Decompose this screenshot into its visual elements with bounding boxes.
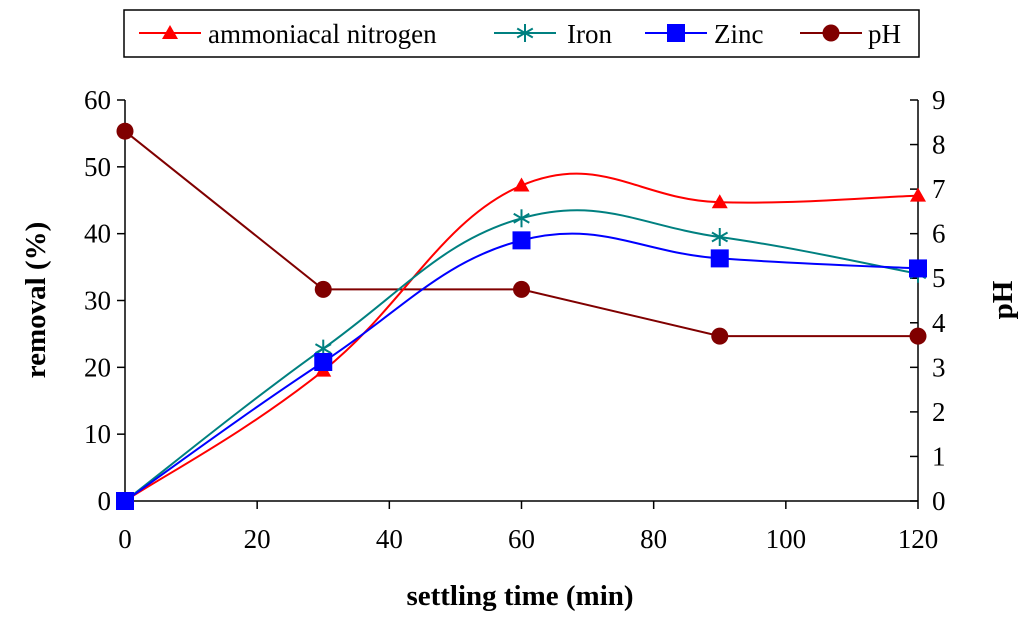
legend-label-iron: Iron	[567, 19, 612, 49]
series-area	[116, 122, 927, 510]
y2-tick-label: 7	[932, 174, 946, 204]
y-tick-label: 50	[84, 152, 111, 182]
legend-marker-zinc	[667, 24, 685, 42]
data-point-ammoniacal-nitrogen	[711, 194, 728, 209]
y2-tick-label: 0	[932, 486, 946, 516]
data-point-ph	[909, 327, 927, 345]
legend-label-zinc: Zinc	[714, 19, 763, 49]
x-axis-title: settling time (min)	[406, 580, 633, 612]
x-tick-label: 120	[898, 524, 939, 554]
x-tick-label: 20	[244, 524, 271, 554]
y-tick-label: 60	[84, 85, 111, 115]
data-point-iron	[711, 228, 729, 247]
y2-tick-label: 1	[932, 441, 946, 471]
data-point-zinc	[116, 492, 134, 510]
data-point-zinc	[710, 249, 729, 268]
x-tick-label: 100	[766, 524, 807, 554]
y2-tick-label: 4	[932, 308, 946, 338]
y-tick-label: 40	[84, 219, 111, 249]
data-point-ph	[116, 122, 134, 140]
data-point-ammoniacal-nitrogen	[910, 187, 926, 202]
y2-tick-label: 9	[932, 85, 946, 115]
y2-tick-label: 5	[932, 263, 946, 293]
x-tick-label: 60	[508, 524, 535, 554]
series-line-zinc	[124, 232, 919, 502]
y-tick-label: 10	[84, 419, 111, 449]
legend-marker-iron	[516, 24, 534, 42]
data-point-zinc	[512, 231, 531, 250]
series-line-iron	[124, 209, 919, 502]
y2-tick-label: 6	[932, 219, 946, 249]
y-tick-label: 30	[84, 286, 111, 316]
y-tick-label: 0	[98, 486, 112, 516]
data-point-iron	[513, 209, 530, 228]
x-tick-label: 80	[640, 524, 667, 554]
legend-label-ph: pH	[868, 19, 901, 49]
y2-tick-label: 2	[932, 397, 946, 427]
data-point-ammoniacal-nitrogen	[513, 177, 530, 192]
x-tick-label: 40	[376, 524, 403, 554]
legend-marker-ph	[822, 24, 840, 42]
legend: ammoniacal nitrogen Iron Zinc pH	[123, 9, 920, 58]
data-point-zinc	[314, 352, 333, 371]
x-tick-label: 0	[118, 524, 132, 554]
axes: 0 10 20 30 40 50 60 0 1 2 3 4 5 6 7 8 9 0 20 40 60 80 100 120	[84, 85, 946, 554]
data-point-zinc	[909, 259, 927, 278]
legend-label-ammoniacal-nitrogen: ammoniacal nitrogen	[208, 19, 437, 49]
legend-marker-ammoniacal-nitrogen	[162, 25, 178, 39]
data-point-ph	[711, 327, 729, 345]
data-point-ph	[314, 280, 332, 298]
y2-tick-label: 3	[932, 352, 946, 382]
y2-tick-label: 8	[932, 130, 946, 160]
data-point-ph	[513, 280, 530, 298]
y2-axis-title: pH	[987, 280, 1019, 319]
y-tick-label: 20	[84, 352, 111, 382]
y-axis-title: removal (%)	[20, 222, 52, 379]
